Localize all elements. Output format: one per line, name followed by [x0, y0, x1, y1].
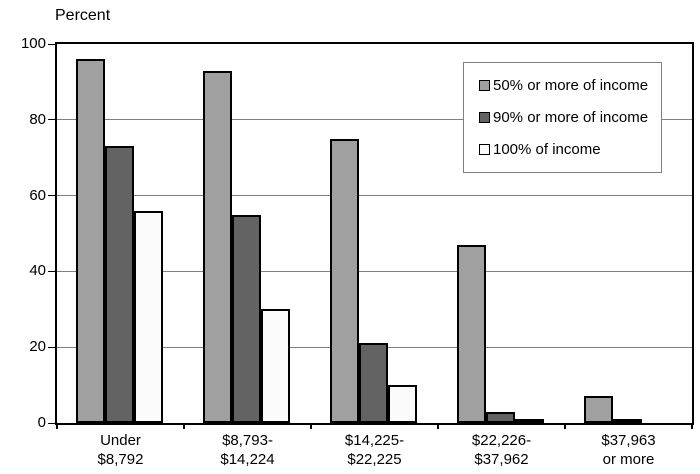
legend-item: 100% of income [479, 141, 661, 158]
x-category-label-line: $37,962 [474, 451, 529, 468]
x-axis-tick [56, 423, 58, 429]
legend-label: 90% or more of income [493, 108, 649, 126]
bar [203, 70, 232, 423]
x-category-label: $22,226- $37,962 [438, 431, 565, 469]
x-category-label-line: $14,225- [344, 432, 405, 449]
y-axis-tick [48, 422, 56, 424]
bar [457, 244, 486, 423]
y-tick-label: 40 [29, 262, 46, 280]
x-category-label-line: $37,963 [601, 432, 656, 449]
legend-swatch-icon [479, 79, 490, 91]
x-axis-tick [691, 423, 693, 429]
bar [330, 138, 359, 423]
bar [613, 419, 642, 423]
legend-item: 50% or more of income [479, 77, 661, 94]
x-category-label-line: $22,225 [347, 451, 402, 468]
x-category-label-line: $8,793- [222, 432, 273, 449]
y-tick-label: 20 [29, 338, 46, 356]
y-tick-label: 80 [29, 110, 46, 128]
x-category-label: $37,963 or more [565, 431, 692, 469]
bar [134, 210, 163, 423]
legend-label: 100% of income [493, 141, 601, 159]
x-category-label: $14,225- $22,225 [311, 431, 438, 469]
x-category-label-line: $22,226- [471, 432, 532, 449]
x-axis-tick [437, 423, 439, 429]
gridline [57, 195, 692, 197]
x-category-label-line: or more [602, 451, 655, 468]
x-category-label-line: $14,224 [220, 451, 275, 468]
gridline [57, 270, 692, 272]
legend-label: 50% or more of income [493, 76, 649, 94]
x-category-label: Under $8,792 [57, 431, 184, 469]
bar [359, 343, 388, 423]
bar [76, 59, 105, 423]
bar [232, 214, 261, 423]
bar [515, 419, 544, 423]
legend-swatch-icon [479, 144, 490, 156]
legend: 50% or more of income 90% or more of inco… [463, 62, 662, 173]
y-axis-title: Percent [55, 7, 111, 24]
y-axis-tick [48, 346, 56, 348]
y-axis-tick [48, 119, 56, 121]
bar [388, 385, 417, 423]
bar [486, 411, 515, 423]
legend-item: 90% or more of income [479, 109, 661, 126]
x-category-label-line: $8,792 [97, 451, 144, 468]
x-category-label: $8,793- $14,224 [184, 431, 311, 469]
bar [261, 309, 290, 423]
x-axis-tick [183, 423, 185, 429]
x-category-label-line: Under [100, 432, 141, 449]
legend-swatch-icon [479, 111, 490, 123]
bar [105, 146, 134, 423]
y-tick-label: 0 [37, 414, 46, 431]
y-axis-tick [48, 43, 56, 45]
y-axis-tick [48, 270, 56, 272]
y-tick-label: 100 [20, 35, 46, 52]
x-axis-tick [564, 423, 566, 429]
y-tick-label: 60 [29, 186, 46, 204]
gridline [57, 119, 692, 121]
y-axis-tick [48, 195, 56, 197]
bar [584, 396, 613, 423]
x-axis-tick [310, 423, 312, 429]
